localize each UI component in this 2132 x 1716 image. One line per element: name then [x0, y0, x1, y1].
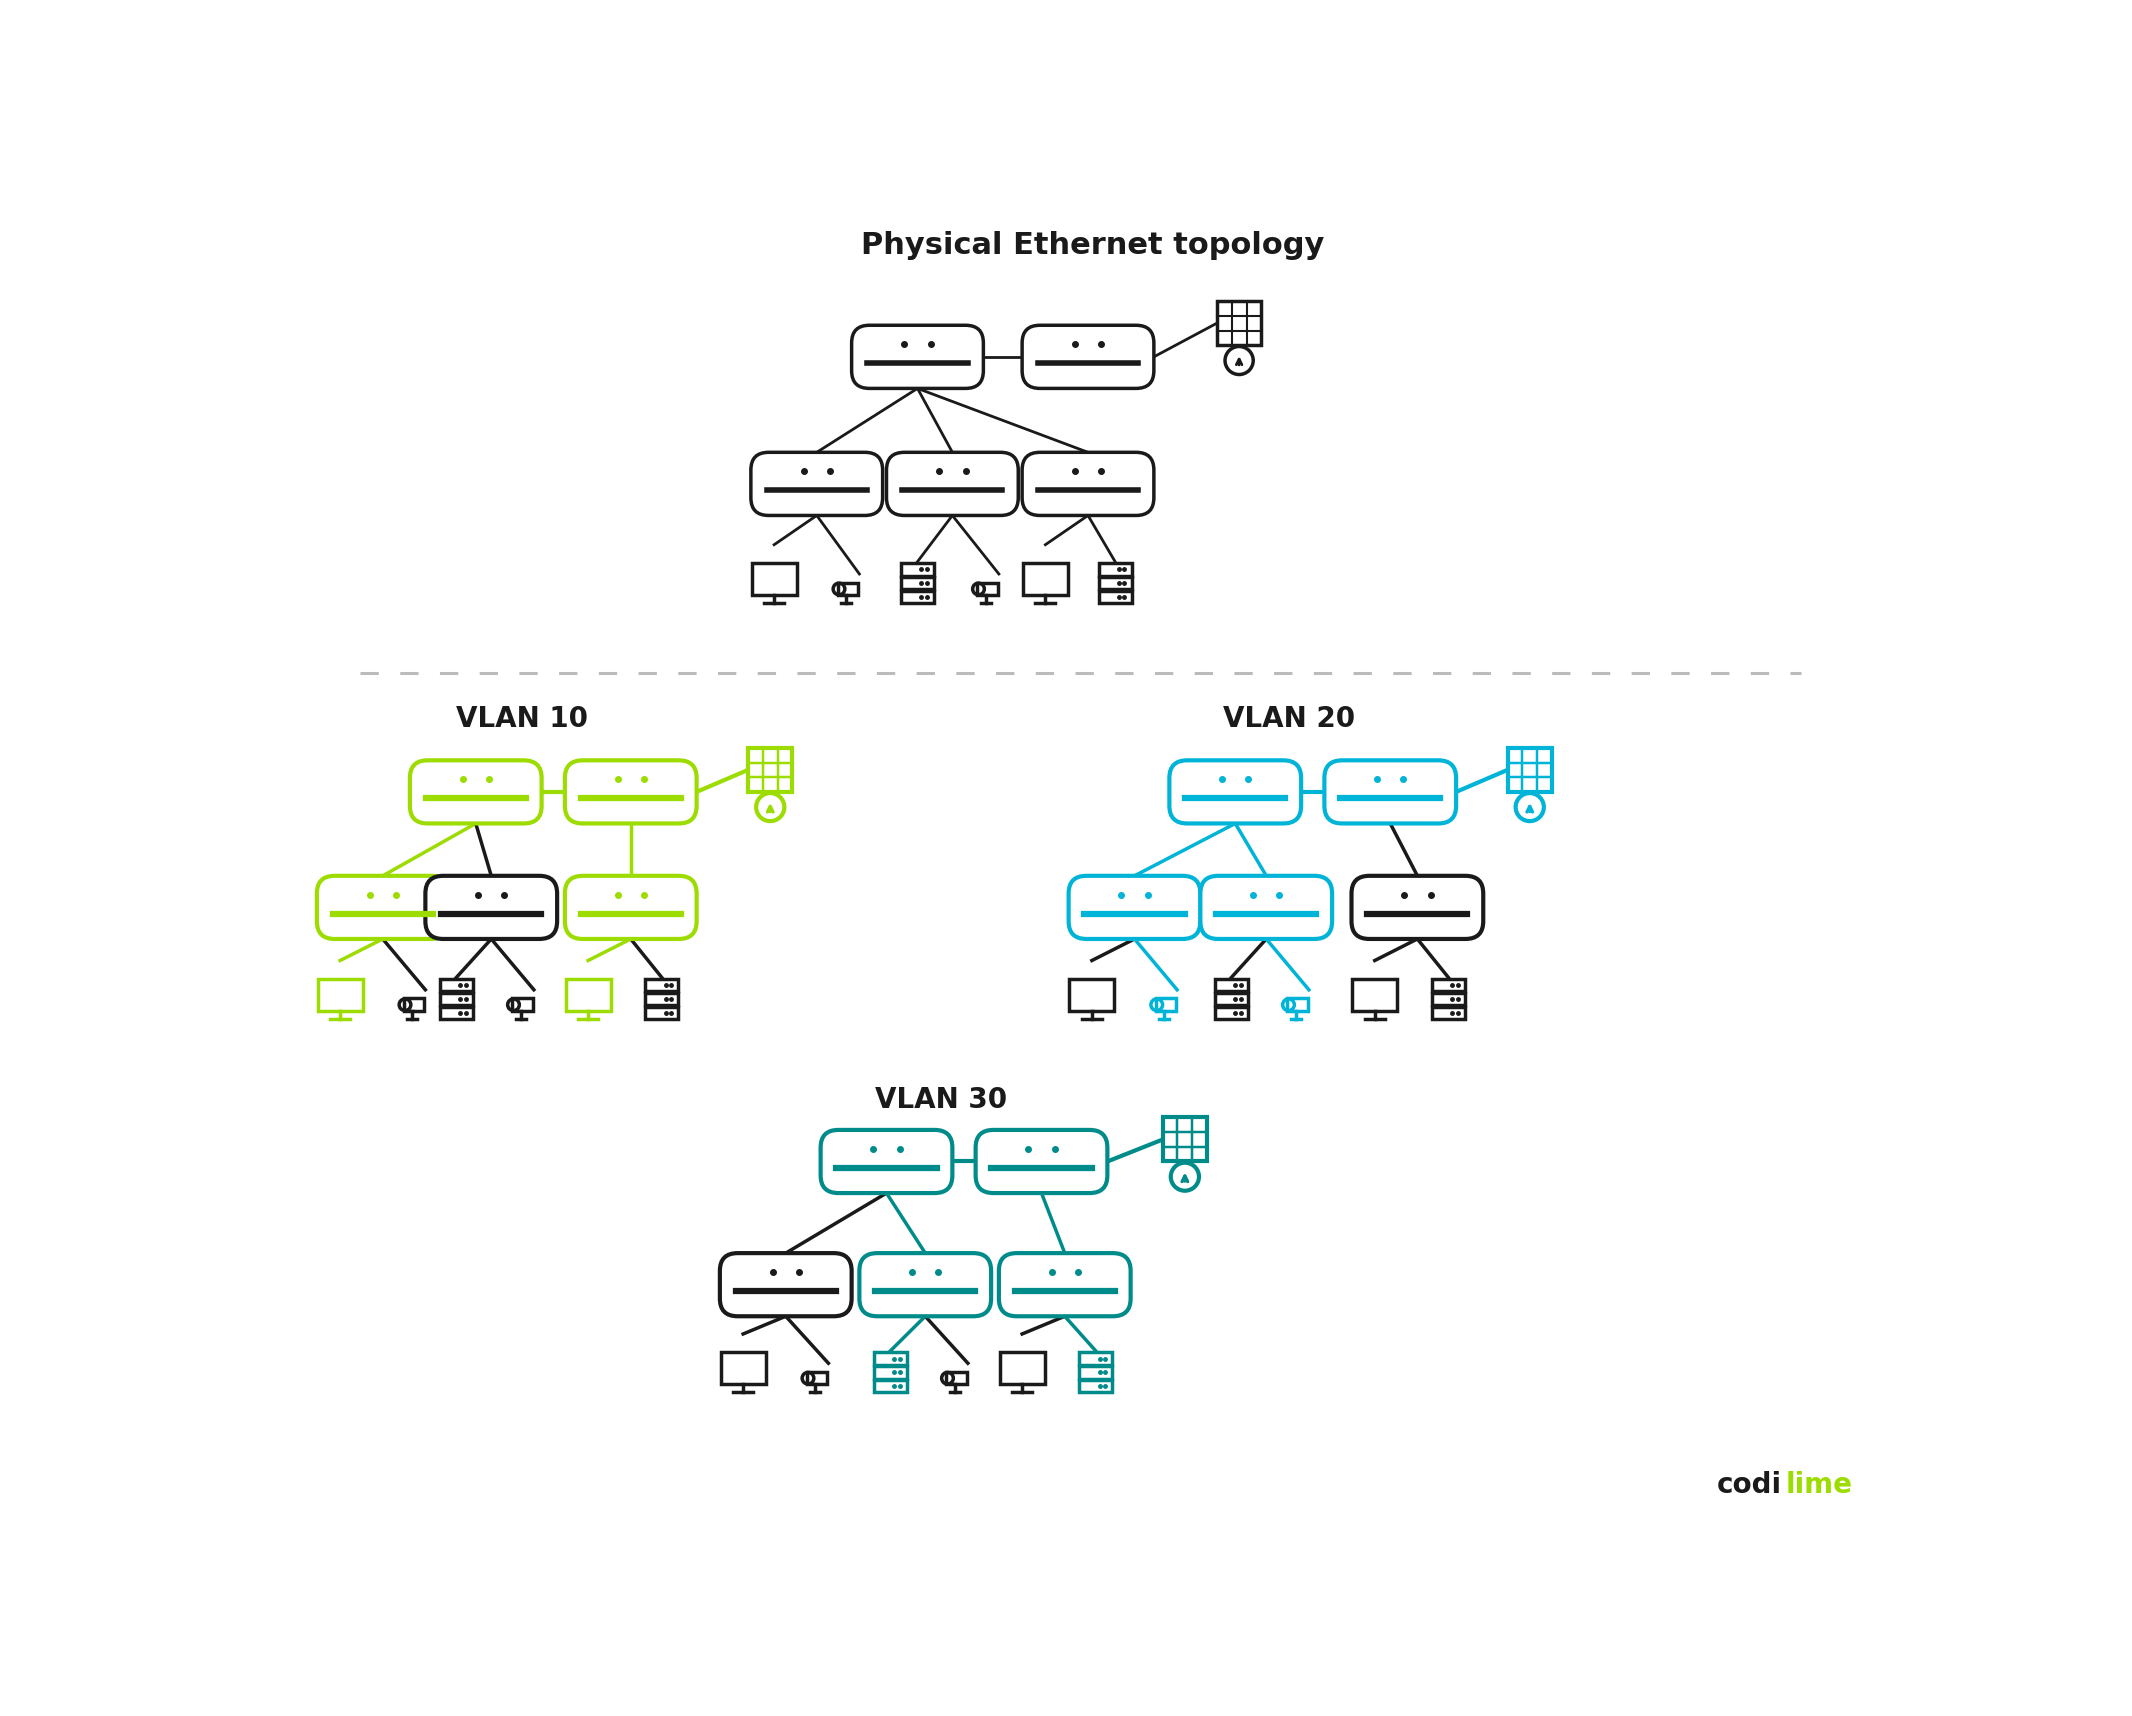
Bar	[1215, 994, 1247, 1006]
FancyBboxPatch shape	[976, 1129, 1107, 1193]
Bar	[874, 1380, 906, 1392]
FancyBboxPatch shape	[318, 875, 448, 939]
Bar	[748, 748, 793, 791]
Bar	[1433, 994, 1465, 1006]
Bar	[646, 1007, 678, 1019]
Text: Physical Ethernet topology: Physical Ethernet topology	[861, 230, 1324, 259]
Bar	[902, 577, 934, 589]
Bar	[512, 999, 533, 1011]
Bar	[565, 978, 610, 1011]
FancyBboxPatch shape	[721, 1253, 851, 1316]
FancyBboxPatch shape	[851, 326, 983, 388]
FancyBboxPatch shape	[1168, 760, 1301, 824]
FancyBboxPatch shape	[1000, 1253, 1130, 1316]
FancyBboxPatch shape	[565, 760, 697, 824]
Bar	[439, 980, 473, 992]
FancyBboxPatch shape	[1200, 875, 1332, 939]
FancyBboxPatch shape	[821, 1129, 953, 1193]
Bar	[1098, 577, 1132, 589]
Bar	[1079, 1352, 1113, 1364]
Bar	[902, 590, 934, 604]
Bar	[1098, 590, 1132, 604]
Bar	[439, 1007, 473, 1019]
Bar	[1433, 980, 1465, 992]
FancyBboxPatch shape	[859, 1253, 991, 1316]
Bar	[1070, 978, 1115, 1011]
Bar	[874, 1352, 906, 1364]
Bar	[1098, 563, 1132, 575]
Bar	[1433, 1007, 1465, 1019]
FancyBboxPatch shape	[1352, 875, 1484, 939]
Text: VLAN 20: VLAN 20	[1224, 705, 1356, 733]
Bar	[403, 999, 424, 1011]
Bar	[1000, 1352, 1045, 1385]
Bar	[874, 1366, 906, 1378]
Bar	[1023, 563, 1068, 595]
Bar	[902, 563, 934, 575]
Bar	[1215, 1007, 1247, 1019]
Bar	[1288, 999, 1307, 1011]
Bar	[1156, 999, 1177, 1011]
FancyBboxPatch shape	[565, 875, 697, 939]
Bar	[1352, 978, 1396, 1011]
Bar	[976, 583, 998, 595]
FancyBboxPatch shape	[1021, 326, 1153, 388]
Bar	[1079, 1366, 1113, 1378]
Bar	[838, 583, 859, 595]
Text: VLAN 10: VLAN 10	[456, 705, 588, 733]
Bar	[646, 994, 678, 1006]
Bar	[947, 1373, 966, 1385]
Bar	[721, 1352, 765, 1385]
Bar	[753, 563, 797, 595]
Bar	[1507, 748, 1552, 791]
Text: lime: lime	[1784, 1471, 1853, 1498]
Bar	[646, 980, 678, 992]
FancyBboxPatch shape	[426, 875, 556, 939]
Bar	[808, 1373, 827, 1385]
Bar	[439, 994, 473, 1006]
Bar	[1079, 1380, 1113, 1392]
Bar	[318, 978, 362, 1011]
Text: VLAN 30: VLAN 30	[874, 1086, 1006, 1114]
FancyBboxPatch shape	[409, 760, 542, 824]
Text: codi: codi	[1716, 1471, 1782, 1498]
FancyBboxPatch shape	[750, 453, 883, 515]
FancyBboxPatch shape	[1068, 875, 1200, 939]
Bar	[1162, 1117, 1207, 1162]
FancyBboxPatch shape	[887, 453, 1019, 515]
Bar	[1215, 980, 1247, 992]
FancyBboxPatch shape	[1324, 760, 1456, 824]
FancyBboxPatch shape	[1021, 453, 1153, 515]
Bar	[1217, 302, 1262, 345]
